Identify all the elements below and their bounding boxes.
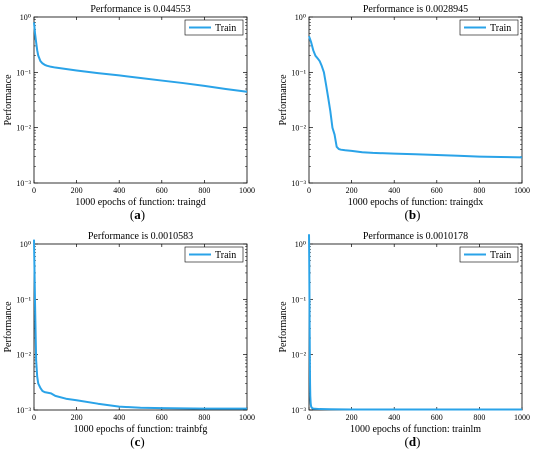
y-tick-label: 10⁰ bbox=[295, 240, 306, 249]
legend-label: Train bbox=[215, 23, 236, 34]
series-line-train bbox=[33, 239, 247, 410]
plot-area bbox=[33, 16, 248, 184]
x-axis-label: 1000 epochs of function: trainbfg bbox=[74, 424, 208, 435]
x-tick-label: 800 bbox=[198, 413, 210, 422]
y-tick-label: 10⁰ bbox=[20, 13, 31, 22]
x-tick-label: 400 bbox=[113, 413, 125, 422]
y-tick-label: 10⁰ bbox=[20, 240, 31, 249]
caption-d: (d) bbox=[404, 434, 421, 449]
x-tick-label: 1000 bbox=[239, 413, 255, 422]
chart-a: Performance is 0.044553 0 200 400 600 800 1000… bbox=[3, 4, 255, 208]
y-tick-label: 10⁻² bbox=[291, 351, 306, 360]
y-tick-label: 10⁻¹ bbox=[16, 295, 31, 304]
series-line-train bbox=[33, 22, 248, 93]
chart-title: Performance is 0.0010583 bbox=[88, 231, 193, 242]
chart-panel-a: Performance is 0.044553 0 200 400 600 800 1000… bbox=[0, 0, 275, 227]
y-axis-label: Performance bbox=[278, 74, 289, 126]
chart-title: Performance is 0.0010178 bbox=[363, 231, 468, 242]
plot-area bbox=[33, 243, 248, 411]
legend-label: Train bbox=[490, 23, 511, 34]
chart-panel-c: Performance is 0.0010583 0 200 400 600 800 100… bbox=[0, 227, 275, 454]
series-line-train bbox=[308, 35, 523, 159]
y-tick-label: 10⁻² bbox=[291, 124, 306, 133]
caption-a: (a) bbox=[129, 207, 146, 222]
legend-label: Train bbox=[215, 250, 236, 261]
chart-title: Performance is 0.0028945 bbox=[363, 4, 468, 15]
x-tick-label: 1000 bbox=[514, 413, 530, 422]
y-tick-label: 10⁻¹ bbox=[291, 295, 306, 304]
x-tick-label: 600 bbox=[431, 413, 443, 422]
x-tick-label: 400 bbox=[388, 413, 400, 422]
y-tick-label: 10⁻³ bbox=[16, 179, 31, 188]
x-axis-label: 1000 epochs of function: trainlm bbox=[350, 424, 481, 435]
plot-area bbox=[308, 243, 523, 411]
chart-d: Performance is 0.0010178 0 200 400 600 800 100… bbox=[278, 231, 530, 435]
x-tick-label: 1000 bbox=[514, 186, 530, 195]
x-tick-label: 800 bbox=[473, 186, 485, 195]
y-axis-label: Performance bbox=[278, 301, 289, 353]
y-tick-label: 10⁻³ bbox=[291, 179, 306, 188]
x-tick-label: 1000 bbox=[239, 186, 255, 195]
legend-box bbox=[184, 19, 244, 36]
x-tick-label: 0 bbox=[307, 186, 311, 195]
chart-title: Performance is 0.044553 bbox=[90, 4, 190, 15]
caption-c: (c) bbox=[130, 434, 145, 449]
x-tick-label: 200 bbox=[346, 413, 358, 422]
x-tick-label: 800 bbox=[473, 413, 485, 422]
x-tick-label: 0 bbox=[32, 186, 36, 195]
x-tick-label: 0 bbox=[307, 413, 311, 422]
x-axis-label: 1000 epochs of function: traingdx bbox=[348, 197, 484, 208]
chart-panel-d: Performance is 0.0010178 0 200 400 600 800 100… bbox=[275, 227, 550, 454]
y-tick-label: 10⁻¹ bbox=[291, 68, 306, 77]
x-tick-label: 400 bbox=[388, 186, 400, 195]
y-tick-label: 10⁻² bbox=[16, 351, 31, 360]
caption-b: (b) bbox=[404, 207, 421, 222]
y-tick-label: 10⁻² bbox=[16, 124, 31, 133]
x-tick-label: 600 bbox=[431, 186, 443, 195]
chart-panel-b: Performance is 0.0028945 0 200 400 600 800 100… bbox=[275, 0, 550, 227]
chart-c: Performance is 0.0010583 0 200 400 600 800 100… bbox=[3, 231, 255, 435]
legend-box bbox=[184, 246, 244, 263]
x-tick-label: 200 bbox=[71, 413, 83, 422]
x-tick-label: 600 bbox=[156, 413, 168, 422]
y-axis-label: Performance bbox=[3, 74, 14, 126]
y-tick-label: 10⁻³ bbox=[291, 406, 306, 415]
series-line-train bbox=[308, 234, 522, 411]
legend-label: Train bbox=[490, 250, 511, 261]
x-axis-label: 1000 epochs of function: traingd bbox=[75, 197, 206, 208]
legend-box bbox=[459, 246, 519, 263]
x-tick-label: 600 bbox=[156, 186, 168, 195]
x-tick-label: 0 bbox=[32, 413, 36, 422]
y-tick-label: 10⁰ bbox=[295, 13, 306, 22]
x-tick-label: 400 bbox=[113, 186, 125, 195]
chart-b: Performance is 0.0028945 0 200 400 600 800 100… bbox=[278, 4, 530, 208]
y-axis-label: Performance bbox=[3, 301, 14, 353]
x-tick-label: 200 bbox=[71, 186, 83, 195]
plot-area bbox=[308, 16, 523, 184]
y-tick-label: 10⁻¹ bbox=[16, 68, 31, 77]
y-tick-label: 10⁻³ bbox=[16, 406, 31, 415]
legend-box bbox=[459, 19, 519, 36]
x-tick-label: 200 bbox=[346, 186, 358, 195]
x-tick-label: 800 bbox=[198, 186, 210, 195]
